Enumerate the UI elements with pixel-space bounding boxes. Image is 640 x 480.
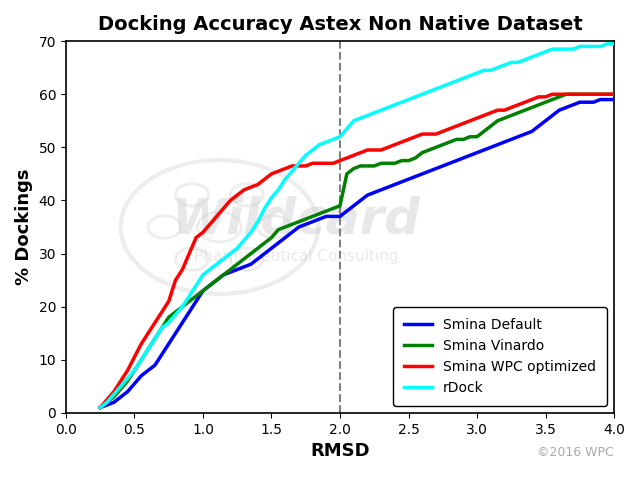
Smina Default [275,240,282,246]
rDock [144,346,152,352]
Legend: Smina Default, Smina Vinardo, Smina WPC optimized, rDock: Smina Default, Smina Vinardo, Smina WPC … [393,307,607,406]
Line: Smina WPC optimized: Smina WPC optimized [100,94,614,408]
Smina Default [364,192,371,198]
Smina WPC optimized [548,91,556,97]
Smina Vinardo [97,405,104,410]
Title: Docking Accuracy Astex Non Native Dataset: Docking Accuracy Astex Non Native Datase… [98,15,582,34]
rDock [364,113,371,119]
Smina WPC optimized [425,131,433,137]
Line: rDock: rDock [100,44,614,408]
Smina Vinardo [144,346,152,352]
Smina Default [610,96,618,102]
Smina WPC optimized [97,405,104,410]
Smina Default [596,96,604,102]
rDock [425,89,433,95]
Y-axis label: % Dockings: % Dockings [15,169,33,285]
Smina Default [97,405,104,410]
Smina Vinardo [439,142,447,147]
rDock [508,60,515,65]
Smina Vinardo [275,227,282,232]
Smina Vinardo [364,163,371,169]
Line: Smina Default: Smina Default [100,99,614,408]
Smina WPC optimized [364,147,371,153]
Smina WPC optimized [610,91,618,97]
Smina Vinardo [508,113,515,119]
Text: Pharmaceutical Consulting: Pharmaceutical Consulting [194,249,399,264]
rDock [604,41,611,47]
Line: Smina Vinardo: Smina Vinardo [100,94,614,408]
Smina Default [508,136,515,142]
Smina WPC optimized [439,129,447,134]
Smina Vinardo [425,147,433,153]
Text: ©2016 WPC: ©2016 WPC [538,446,614,459]
Smina Vinardo [610,91,618,97]
rDock [610,41,618,47]
rDock [439,84,447,89]
rDock [97,405,104,410]
Smina WPC optimized [275,168,282,174]
Smina Default [425,168,433,174]
rDock [275,187,282,192]
X-axis label: RMSD: RMSD [310,442,370,460]
Smina Vinardo [563,91,570,97]
Smina WPC optimized [144,330,152,336]
Text: Wildcard: Wildcard [172,195,420,243]
Smina Default [144,368,152,373]
Smina WPC optimized [508,105,515,110]
Smina Default [439,163,447,169]
